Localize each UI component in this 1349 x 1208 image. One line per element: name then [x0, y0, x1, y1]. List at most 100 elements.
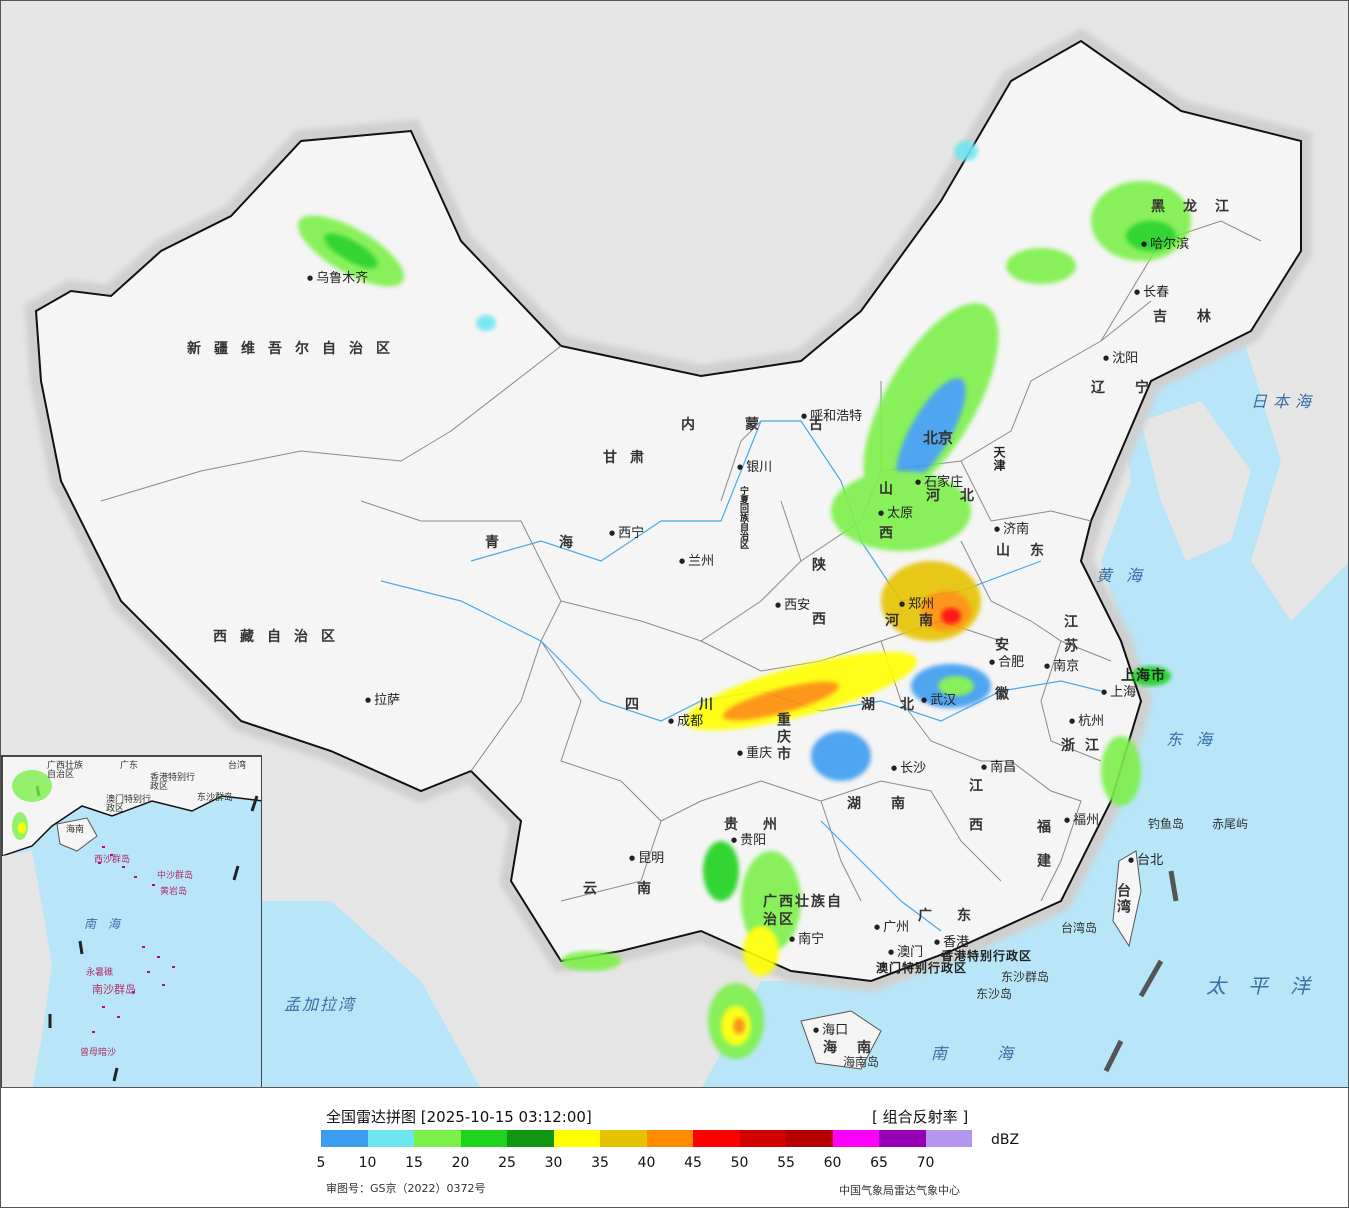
color-swatch — [879, 1130, 926, 1147]
city-label: 长沙 — [891, 762, 926, 775]
island-label: 东沙岛 — [976, 987, 1013, 1001]
province-label: 新疆维吾尔自治区 — [187, 341, 403, 357]
province-label: 江苏 — [1062, 614, 1078, 662]
color-swatch — [786, 1130, 833, 1147]
inset-label: 台湾 — [228, 761, 247, 771]
province-label: 浙江 — [1061, 738, 1109, 754]
inset-label: 东沙群岛 — [197, 793, 234, 803]
color-scale-bar — [321, 1130, 972, 1147]
radar-echoes — [297, 141, 1191, 1059]
taiwan-island — [1112, 850, 1142, 948]
island-label: 赤尾屿 — [1212, 817, 1249, 831]
city-label: 兰州 — [679, 555, 714, 568]
province-label: 青海 — [485, 535, 633, 551]
color-swatch — [600, 1130, 647, 1147]
city-label: 重庆 — [737, 747, 772, 760]
city-label: 澳门 — [888, 946, 923, 959]
city-label: 乌鲁木齐 — [307, 272, 368, 285]
inset-label: 广西壮族自治区 — [47, 761, 84, 780]
city-label: 合肥 — [989, 656, 1024, 669]
city-label: 呼和浩特 — [801, 410, 862, 423]
color-swatch — [739, 1130, 786, 1147]
tick-label: 20 — [451, 1155, 470, 1171]
color-swatch — [553, 1130, 600, 1147]
province-label: 天津 — [992, 446, 1006, 472]
inset-label: 中沙群岛 — [157, 871, 194, 881]
city-label: 拉萨 — [365, 694, 400, 707]
city-label: 济南 — [994, 523, 1029, 536]
sea-area-bay-of-bengal — [262, 901, 480, 1087]
city-label: 上海 — [1101, 686, 1136, 699]
inset-label: 黄岩岛 — [160, 887, 188, 897]
city-label: 南宁 — [789, 933, 824, 946]
inset-label: 永暑礁 — [86, 968, 114, 978]
island-label: 东沙群岛 — [1001, 970, 1050, 984]
color-swatch — [832, 1130, 879, 1147]
city-label: 沈阳 — [1103, 352, 1138, 365]
unit-label: dBZ — [991, 1132, 1020, 1148]
tick-label: 55 — [777, 1155, 795, 1171]
island-label: 台湾岛 — [1061, 921, 1098, 935]
tick-label: 5 — [316, 1155, 326, 1171]
map-approval-number: 审图号：GS京（2022）0372号 — [326, 1182, 486, 1195]
province-label: 安徽 — [993, 637, 1009, 735]
tick-label: 35 — [591, 1155, 609, 1171]
south-china-sea-inset: 广西壮族自治区 广东 台湾 澳门特别行政区 香港特别行政区 东沙群岛 海南 西沙… — [1, 755, 262, 1087]
inset-label: 香港特别行政区 — [150, 773, 196, 792]
inset-label: 海南 — [66, 825, 85, 835]
city-label: 南京 — [1044, 660, 1079, 673]
color-swatch — [460, 1130, 507, 1147]
japan-land — [1241, 301, 1348, 621]
province-label: 北京 — [923, 429, 954, 447]
color-swatch — [693, 1130, 740, 1147]
city-label: 台北 — [1128, 854, 1163, 867]
province-label: 福建 — [1035, 819, 1051, 887]
city-label: 西宁 — [609, 527, 644, 540]
sea-label: 黄海 — [1096, 566, 1157, 585]
city-label: 贵阳 — [731, 834, 766, 847]
province-label: 云南 — [583, 881, 691, 897]
city-label: 成都 — [668, 715, 703, 728]
city-label: 石家庄 — [915, 476, 963, 489]
city-label: 福州 — [1064, 814, 1099, 827]
province-label: 上海市 — [1121, 668, 1166, 684]
city-label: 杭州 — [1069, 715, 1104, 728]
province-label: 辽宁 — [1091, 380, 1179, 396]
legend-title: 全国雷达拼图 [2025-10-15 03:12:00] — [326, 1108, 592, 1126]
province-label: 陕西 — [810, 557, 826, 665]
province-label: 西藏自治区 — [213, 629, 348, 645]
tick-label: 10 — [358, 1155, 377, 1171]
province-label: 甘肃 — [603, 450, 657, 466]
color-swatch — [925, 1130, 972, 1147]
province-boundaries — [100, 220, 1262, 902]
province-label: 香港特别行政区 — [941, 949, 1033, 963]
province-label: 台湾 — [1115, 883, 1131, 915]
color-swatch — [367, 1130, 414, 1147]
korea-land — [1141, 401, 1251, 561]
inset-label: 南海 — [84, 917, 133, 931]
city-label: 哈尔滨 — [1141, 238, 1189, 251]
sea-label: 太平洋 — [1206, 974, 1332, 998]
maritime-dashes — [1103, 870, 1179, 1073]
province-label: 吉林 — [1153, 309, 1241, 325]
product-label: [ 组合反射率 ] — [872, 1108, 969, 1126]
city-label: 太原 — [878, 507, 913, 520]
city-label: 郑州 — [899, 598, 934, 611]
tick-label: 30 — [544, 1155, 563, 1171]
inset-label: 西沙群岛 — [94, 855, 131, 865]
inset-label: 广东 — [120, 761, 139, 771]
province-label: 河南 — [885, 613, 953, 629]
inset-label: 曾母暗沙 — [80, 1048, 117, 1058]
tick-label: 70 — [916, 1155, 935, 1171]
sea-label: 日本海 — [1251, 392, 1318, 411]
sea-label: 孟加拉湾 — [284, 995, 357, 1014]
sea-label: 东海 — [1166, 730, 1227, 749]
province-label: 湖南 — [847, 796, 935, 812]
province-label: 澳门特别行政区 — [876, 961, 968, 975]
color-swatch — [414, 1130, 461, 1147]
province-label: 湖北 — [861, 697, 939, 713]
province-label: 贵州 — [724, 817, 802, 833]
city-label: 长春 — [1134, 286, 1169, 299]
province-label: 海南 — [823, 1040, 891, 1056]
city-label: 广州 — [874, 921, 909, 934]
